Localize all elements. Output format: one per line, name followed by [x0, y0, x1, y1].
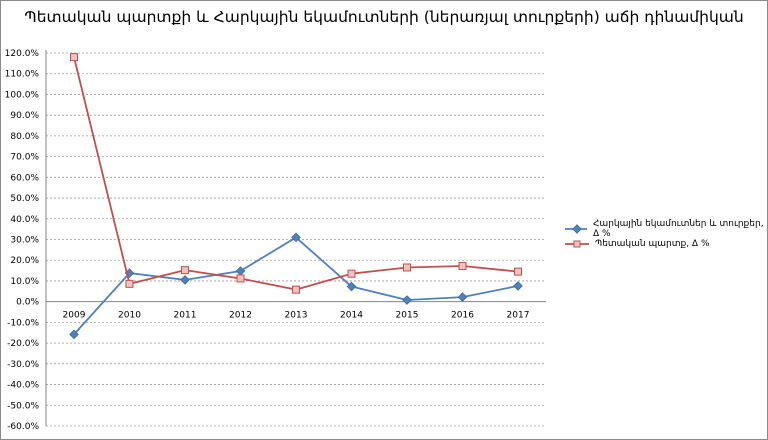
data-point [458, 262, 467, 271]
legend-label-public-debt: Պետական պարտք, Δ % [595, 239, 710, 249]
data-point [181, 266, 189, 275]
y-tick-label: -20.0% [7, 339, 39, 349]
data-point [403, 263, 411, 272]
y-tick-label: -50.0% [7, 401, 39, 411]
y-tick-label: -60.0% [7, 422, 39, 432]
y-tick-label: 80.0% [10, 132, 39, 142]
x-tick-label: 2016 [451, 311, 474, 321]
data-point [235, 266, 246, 276]
data-point [514, 267, 522, 276]
x-tick-label: 2010 [118, 311, 141, 321]
series-line [73, 56, 519, 291]
data-point [513, 281, 523, 291]
y-tick-label: 10.0% [10, 277, 39, 287]
gridlines [46, 52, 546, 427]
x-tick-labels: 2009 2010 2011 2012 2013 2014 2015 2016 2017 [63, 311, 530, 321]
y-tick-label: -40.0% [7, 381, 39, 391]
data-point [347, 269, 356, 278]
data-point [402, 295, 412, 305]
y-tick-label: 0.0% [16, 298, 39, 308]
y-tick-labels: -60.0% -50.0% -40.0% -30.0% -20.0% -10.0% 0.0%… [5, 49, 40, 432]
data-point [457, 292, 468, 302]
legend-item-tax-revenue: Հարկային եկամուտներ և տուրքեր, Δ % [565, 219, 768, 239]
data-point [291, 232, 301, 243]
y-tick-label: 90.0% [10, 111, 39, 121]
y-tick-label: 20.0% [10, 256, 39, 266]
x-tick-label: 2009 [63, 311, 86, 321]
data-point [236, 274, 245, 283]
data-point [70, 53, 78, 62]
y-tick-label: 100.0% [5, 90, 40, 100]
x-tick-label: 2012 [229, 311, 252, 321]
chart-title: Պետական պարտքի և Հարկային եկամուտների (ն… [24, 8, 744, 26]
legend-item-public-debt: Պետական պարտք, Δ % [565, 239, 710, 249]
x-tick-label: 2014 [340, 311, 363, 321]
legend-marker-public-debt [565, 240, 589, 248]
y-tick-label: -30.0% [7, 360, 39, 370]
y-tick-label: -10.0% [7, 318, 39, 328]
x-tick-label: 2017 [507, 311, 530, 321]
series-layer [69, 53, 523, 340]
x-tick-label: 2015 [396, 311, 419, 321]
x-tick-label: 2013 [285, 311, 308, 321]
data-point [346, 281, 357, 292]
x-tick-label: 2011 [174, 311, 197, 321]
y-tick-label: 50.0% [10, 194, 39, 204]
y-tick-label: 40.0% [10, 215, 39, 225]
y-tick-label: 70.0% [10, 153, 39, 163]
y-tick-label: 30.0% [10, 236, 39, 246]
y-tick-label: 110.0% [5, 70, 40, 80]
data-point [180, 275, 190, 285]
y-tick-label: 120.0% [5, 49, 40, 59]
data-point [125, 279, 134, 288]
y-tick-label: 60.0% [10, 173, 39, 183]
data-point [292, 285, 300, 294]
legend-marker-tax-revenue [565, 224, 587, 234]
legend-label-tax-revenue: Հարկային եկամուտներ և տուրքեր, Δ % [592, 219, 764, 239]
data-point [69, 329, 79, 340]
